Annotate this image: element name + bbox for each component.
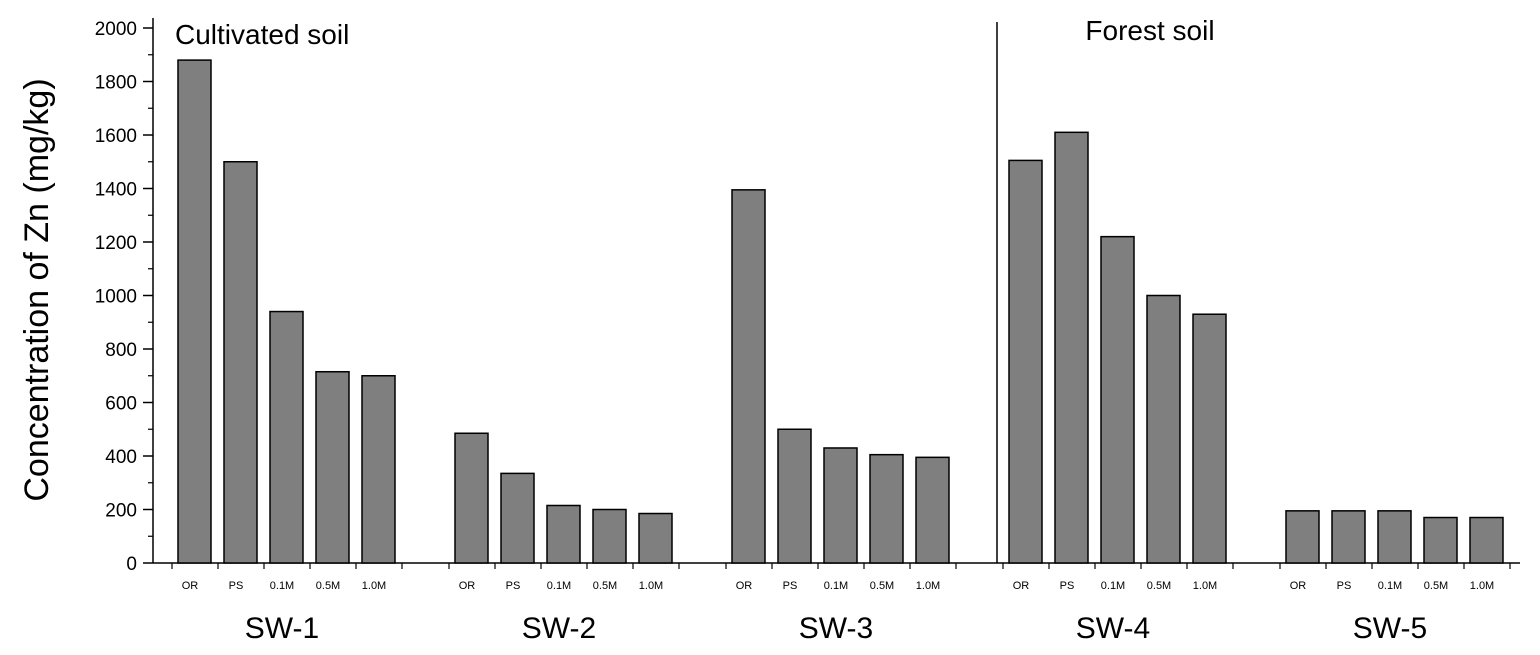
x-subcategory-label: PS (506, 580, 521, 592)
x-subcategory-label: OR (182, 580, 199, 592)
x-subcategory-label: 0.1M (270, 580, 294, 592)
x-subcategory-label: 0.5M (870, 580, 894, 592)
x-subcategory-label: 0.1M (1378, 580, 1402, 592)
y-tick-label: 2000 (95, 19, 137, 40)
y-tick-label: 1600 (95, 126, 137, 147)
bar-sw-4-01m (1100, 235, 1135, 564)
region-label-forest: Forest soil (1085, 15, 1214, 46)
x-subcategory-label: PS (783, 580, 798, 592)
x-subcategory-label: PS (229, 580, 244, 592)
x-subcategory-label: 1.0M (639, 580, 663, 592)
x-axis (153, 562, 1520, 569)
y-tick-label: 1400 (95, 180, 137, 201)
bar-sw-2-01m (546, 504, 581, 564)
bar-sw-3-10m (915, 456, 950, 564)
x-subcategory-label: 0.1M (824, 580, 848, 592)
bar-sw-4-10m (1192, 313, 1227, 564)
y-axis: 0 200 400 600 800 1000 1200 1400 1600 1800 2000 (95, 18, 154, 575)
bar-sw-3-05m (869, 453, 904, 564)
bars (177, 59, 1504, 564)
region-label-cultivated: Cultivated soil (175, 19, 349, 50)
x-group-label: SW-3 (799, 612, 873, 645)
labels: OR PS 0.1M 0.5M 1.0M SW-1 OR PS 0.1M 0.5M 1.0M SW-2… (175, 15, 1494, 645)
y-tick-label: 0 (126, 554, 137, 575)
x-subcategory-label: PS (1060, 580, 1075, 592)
x-subcategory-label: OR (736, 580, 753, 592)
x-subcategory-label: 1.0M (362, 580, 386, 592)
bar-sw-5-10m (1469, 516, 1504, 564)
bar-sw-1-or (177, 59, 212, 564)
x-subcategory-label: OR (1013, 580, 1030, 592)
bar-sw-2-05m (592, 508, 627, 564)
bar-sw-1-10m (361, 375, 396, 564)
x-subcategory-label: 0.5M (1424, 580, 1448, 592)
x-group-label: SW-5 (1353, 612, 1427, 645)
bar-sw-2-or (454, 432, 489, 564)
x-group-label: SW-2 (522, 612, 596, 645)
y-axis-title: Concentration of Zn (mg/kg) (18, 78, 56, 501)
x-subcategory-label: 0.1M (1101, 580, 1125, 592)
bar-sw-5-05m (1423, 516, 1458, 564)
y-tick-label: 1800 (95, 73, 137, 94)
bar-sw-4-ps (1054, 131, 1089, 564)
x-subcategory-label: OR (459, 580, 476, 592)
y-tick-label: 1000 (95, 287, 137, 308)
bar-sw-3-or (731, 189, 766, 564)
bar-sw-3-ps (777, 428, 812, 564)
bar-sw-4-or (1008, 159, 1043, 564)
x-subcategory-label: 1.0M (916, 580, 940, 592)
x-subcategory-label: 0.5M (316, 580, 340, 592)
bar-sw-1-05m (315, 370, 350, 564)
bar-sw-2-ps (500, 472, 535, 564)
bar-sw-5-or (1285, 510, 1320, 564)
bar-sw-3-01m (823, 447, 858, 564)
x-group-label: SW-4 (1076, 612, 1150, 645)
x-subcategory-label: 0.5M (593, 580, 617, 592)
bar-sw-1-01m (269, 310, 304, 564)
bar-sw-4-05m (1146, 294, 1181, 564)
bar-sw-5-ps (1331, 510, 1366, 564)
x-subcategory-label: 1.0M (1193, 580, 1217, 592)
y-tick-label: 800 (105, 340, 137, 361)
x-subcategory-label: 0.5M (1147, 580, 1171, 592)
x-subcategory-label: 0.1M (547, 580, 571, 592)
x-subcategory-label: OR (1290, 580, 1307, 592)
y-tick-label: 400 (105, 447, 137, 468)
x-group-label: SW-1 (245, 612, 319, 645)
x-subcategory-label: 1.0M (1470, 580, 1494, 592)
y-tick-label: 600 (105, 394, 137, 415)
bar-sw-2-10m (638, 512, 673, 564)
bar-sw-5-01m (1377, 510, 1412, 564)
x-subcategory-label: PS (1337, 580, 1352, 592)
bar-sw-1-ps (223, 161, 258, 564)
y-tick-label: 200 (105, 501, 137, 522)
y-tick-label: 1200 (95, 233, 137, 254)
